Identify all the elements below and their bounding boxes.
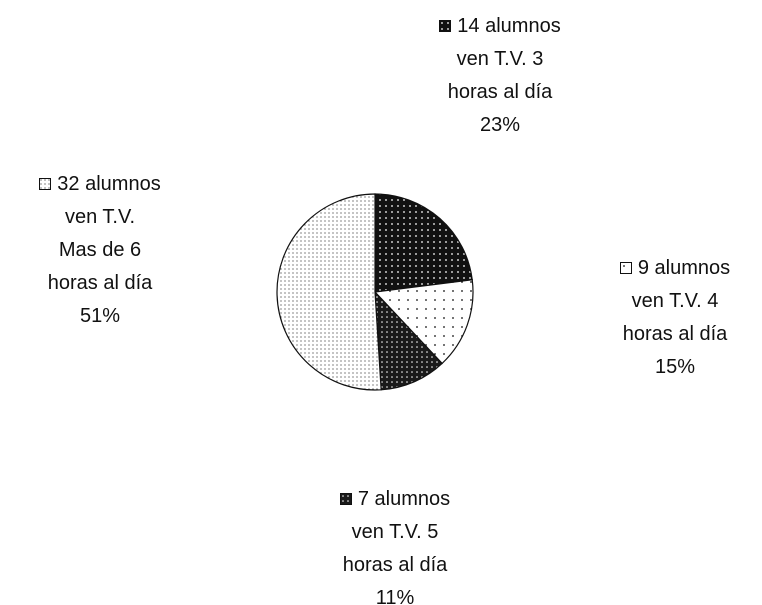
pie-slice <box>276 193 382 391</box>
category-label: 9 alumnos ven T.V. 4 horas al día <box>622 257 731 345</box>
slice-label: 14 alumnos ven T.V. 3 horas al día 23% <box>380 10 620 142</box>
label-text: 32 alumnos ven T.V. Mas de 6 horas al dí… <box>0 168 220 300</box>
legend-marker <box>439 20 452 32</box>
percent-label: 11% <box>375 587 415 605</box>
slice-label: 7 alumnos ven T.V. 5 horas al día 11% <box>275 483 515 605</box>
slice-label: 9 alumnos ven T.V. 4 horas al día 15% <box>555 252 762 384</box>
label-text: 9 alumnos ven T.V. 4 horas al día <box>555 252 762 351</box>
legend-marker <box>339 493 352 505</box>
category-label: 32 alumnos ven T.V. Mas de 6 horas al dí… <box>47 173 161 294</box>
label-text: 7 alumnos ven T.V. 5 horas al día <box>275 483 515 582</box>
category-label: 14 alumnos ven T.V. 3 horas al día <box>447 15 561 103</box>
category-label: 7 alumnos ven T.V. 5 horas al día <box>342 488 451 576</box>
pie-slice <box>374 193 473 293</box>
legend-marker <box>619 262 632 274</box>
pie-slice <box>374 290 443 391</box>
pie-slice <box>373 279 474 365</box>
label-text: 14 alumnos ven T.V. 3 horas al día <box>380 10 620 109</box>
percent-label: 23% <box>479 114 521 136</box>
percent-label: 15% <box>654 356 696 378</box>
legend-marker <box>39 178 52 190</box>
percent-label: 51% <box>79 305 121 327</box>
slice-label: 32 alumnos ven T.V. Mas de 6 horas al dí… <box>0 168 220 333</box>
